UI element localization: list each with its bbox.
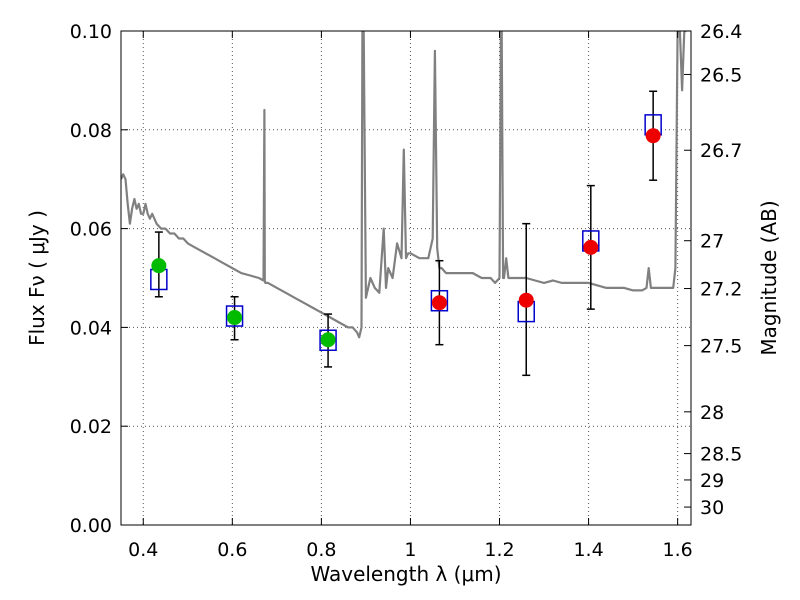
x-tick-label: 0.4 (128, 539, 158, 561)
observed_nir-point (583, 239, 599, 255)
y2-tick-label: 27 (700, 231, 724, 253)
detection-point (227, 310, 243, 326)
x-tick-label: 1.4 (573, 539, 603, 561)
y2-tick-label: 28 (700, 402, 724, 424)
y-tick-label: 0.04 (70, 317, 112, 339)
tick-labels: 0.4 0.6 0.8 1 1.2 1.4 1.6 0.00 0.02 0.04 0.06 0.08 0… (70, 21, 743, 561)
x-tick-label: 1 (404, 539, 416, 561)
observed_nir-point (645, 128, 661, 144)
plot-frame (120, 30, 692, 526)
y-tick-label: 0.10 (70, 21, 112, 43)
y2-tick-label: 27.5 (700, 336, 742, 358)
x-axis-title: Wavelength λ (μm) (310, 562, 501, 586)
model-photometry-square (319, 329, 337, 351)
x-tick-label: 0.8 (306, 539, 336, 561)
observed_nir-point (431, 295, 447, 311)
y2-tick-label: 27.2 (700, 279, 742, 301)
y-tick-label: 0.00 (70, 515, 112, 537)
detection-point (320, 332, 336, 348)
y2-tick-label: 28.5 (700, 444, 742, 466)
data-point-layer (151, 128, 661, 348)
observed_nir-point (518, 292, 534, 308)
model-photometry-square (430, 289, 449, 312)
x-tick-label: 0.6 (217, 539, 247, 561)
axis-ticks (121, 30, 691, 526)
x-tick-label: 1.6 (663, 539, 693, 561)
model-spectrum-layer (121, 31, 687, 339)
y2-tick-label: 26.7 (700, 140, 742, 162)
detection-point (151, 258, 167, 274)
y2-tick-label: 29 (700, 470, 724, 492)
y2-tick-label: 26.4 (700, 21, 742, 43)
y2-tick-label: 30 (700, 497, 724, 519)
y-tick-label: 0.08 (70, 120, 112, 142)
y2-tick-label: 26.5 (700, 64, 742, 86)
y2-axis-title: Magnitude (AB) (757, 200, 781, 355)
model-spectrum-line (121, 31, 687, 339)
x-tick-label: 1.2 (484, 539, 514, 561)
y-axis-title: Flux Fν ( μJy ) (25, 210, 49, 346)
model-photometry-square (225, 305, 244, 327)
y-tick-label: 0.06 (70, 219, 112, 241)
y-tick-label: 0.02 (70, 416, 112, 438)
